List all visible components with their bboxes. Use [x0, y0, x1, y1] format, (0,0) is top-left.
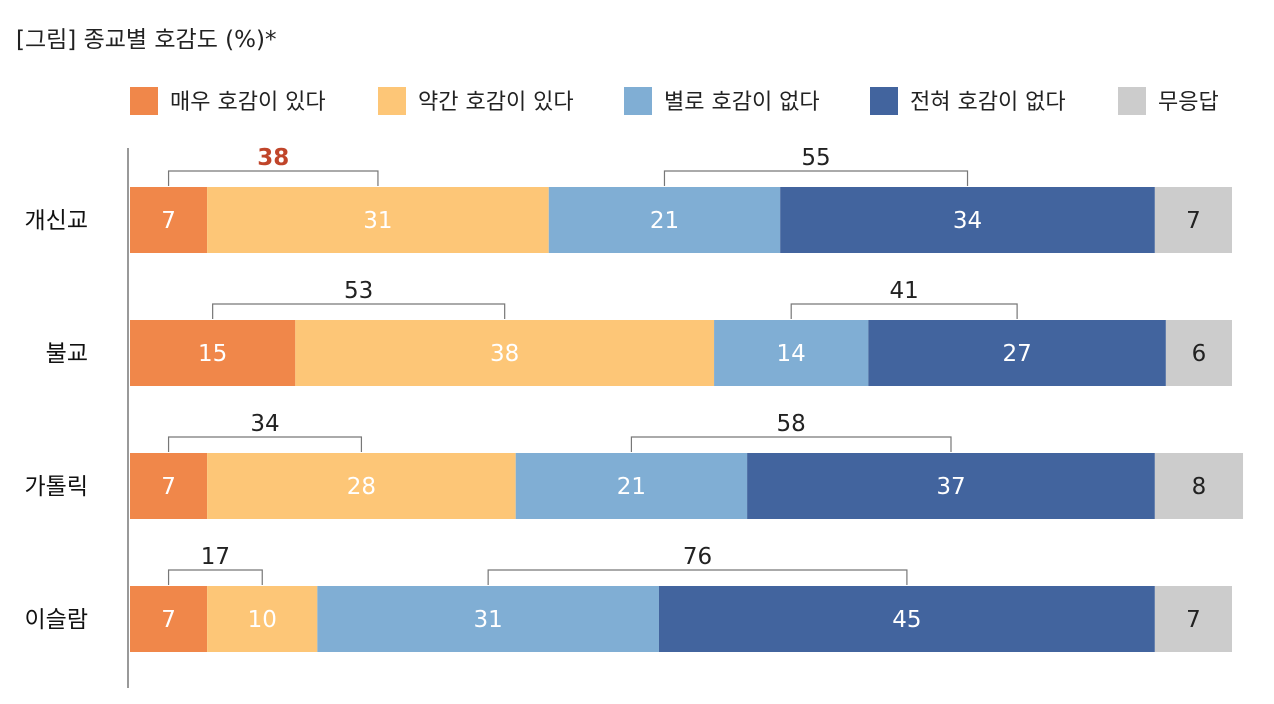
segment-value-label: 7: [161, 607, 176, 633]
legend-item: 전혀 호감이 없다: [870, 87, 1066, 115]
bracket-sum-label: 17: [201, 544, 230, 570]
segment-value-label: 6: [1192, 341, 1207, 367]
bar-segment: [1154, 187, 1232, 253]
bracket-sum-label: 53: [344, 278, 373, 304]
bar-segment: [1165, 320, 1232, 386]
legend-label: 별로 호감이 없다: [664, 90, 820, 115]
bar-row: 불교 15 38 14 27 6 53 41: [46, 278, 1232, 386]
category-label: 개신교: [25, 208, 88, 234]
chart-title: [그림] 종교별 호감도 (%)*: [16, 27, 276, 53]
bar-segment: [515, 453, 748, 519]
bracket-sum-label: 58: [777, 411, 806, 437]
bar-segment: [130, 187, 208, 253]
category-label: 가톨릭: [25, 474, 88, 500]
segment-value-label: 8: [1192, 474, 1207, 500]
bar-segment: [207, 453, 516, 519]
legend-label: 전혀 호감이 없다: [910, 90, 1066, 115]
bracket-sum-label: 76: [683, 544, 712, 570]
bracket-sum-label: 55: [801, 145, 830, 171]
positive-sum-bracket: 17: [167, 544, 263, 585]
segment-value-label: 31: [363, 208, 392, 234]
legend-item: 별로 호감이 없다: [624, 87, 820, 115]
segment-value-label: 15: [198, 341, 227, 367]
bracket-line: [630, 436, 952, 452]
positive-sum-bracket: 38: [167, 145, 379, 186]
bar-segment: [714, 320, 869, 386]
legend: 매우 호감이 있다 약간 호감이 있다 별로 호감이 없다 전혀 호감이 없다 무응답: [130, 87, 1219, 115]
legend-label: 매우 호감이 있다: [170, 90, 326, 115]
segment-value-label: 28: [347, 474, 376, 500]
segment-value-label: 14: [777, 341, 806, 367]
category-label: 이슬람: [25, 607, 88, 633]
bracket-sum-label: 38: [257, 145, 289, 171]
negative-sum-bracket: 55: [663, 145, 969, 186]
bar-segment: [868, 320, 1166, 386]
legend-item: 약간 호감이 있다: [378, 87, 574, 115]
bar-segment: [207, 187, 549, 253]
bar-segment: [130, 320, 296, 386]
segment-value-label: 45: [892, 607, 921, 633]
segment-value-label: 27: [1002, 341, 1031, 367]
segment-value-label: 21: [650, 208, 679, 234]
segment-value-label: 21: [617, 474, 646, 500]
segment-value-label: 7: [161, 474, 176, 500]
bar-row: 개신교 7 31 21 34 7 38 55: [25, 145, 1232, 253]
bracket-line: [212, 303, 506, 319]
bar-segment: [295, 320, 715, 386]
bar-segment: [1154, 586, 1232, 652]
legend-swatch: [1118, 87, 1146, 115]
bar-row: 이슬람 7 10 31 45 7 17 76: [25, 544, 1232, 652]
legend-swatch: [378, 87, 406, 115]
segment-value-label: 10: [248, 607, 277, 633]
segment-value-label: 34: [953, 208, 982, 234]
negative-sum-bracket: 76: [487, 544, 908, 585]
positive-sum-bracket: 34: [167, 411, 363, 452]
legend-item: 무응답: [1118, 87, 1219, 115]
bracket-line: [167, 170, 379, 186]
bracket-line: [167, 436, 363, 452]
bracket-sum-label: 41: [890, 278, 919, 304]
bar-segment: [317, 586, 659, 652]
bar-row: 가톨릭 7 28 21 37 8 34 58: [25, 411, 1244, 519]
bar-segment: [747, 453, 1155, 519]
bar-segment: [130, 453, 208, 519]
bracket-line: [167, 569, 263, 585]
category-label: 불교: [46, 341, 88, 367]
negative-sum-bracket: 58: [630, 411, 952, 452]
legend-item: 매우 호감이 있다: [130, 87, 326, 115]
segment-value-label: 37: [936, 474, 965, 500]
bar-segment: [207, 586, 318, 652]
legend-swatch: [130, 87, 158, 115]
segment-value-label: 38: [490, 341, 519, 367]
bar-segment: [130, 586, 208, 652]
positive-sum-bracket: 53: [212, 278, 506, 319]
segment-value-label: 31: [474, 607, 503, 633]
bracket-line: [487, 569, 908, 585]
legend-swatch: [870, 87, 898, 115]
segment-value-label: 7: [161, 208, 176, 234]
legend-label: 약간 호감이 있다: [418, 90, 574, 115]
bar-segment: [658, 586, 1155, 652]
bar-segment: [548, 187, 781, 253]
bracket-line: [790, 303, 1018, 319]
bracket-line: [663, 170, 969, 186]
bars: 개신교 7 31 21 34 7 38 55 불교 15 38 14 27 6 53 41 가톨릭 7 28 21 37…: [25, 145, 1244, 652]
bar-segment: [780, 187, 1155, 253]
segment-value-label: 7: [1186, 208, 1201, 234]
bracket-sum-label: 34: [250, 411, 279, 437]
legend-label: 무응답: [1158, 90, 1219, 115]
negative-sum-bracket: 41: [790, 278, 1018, 319]
bar-segment: [1154, 453, 1244, 519]
legend-swatch: [624, 87, 652, 115]
segment-value-label: 7: [1186, 607, 1201, 633]
